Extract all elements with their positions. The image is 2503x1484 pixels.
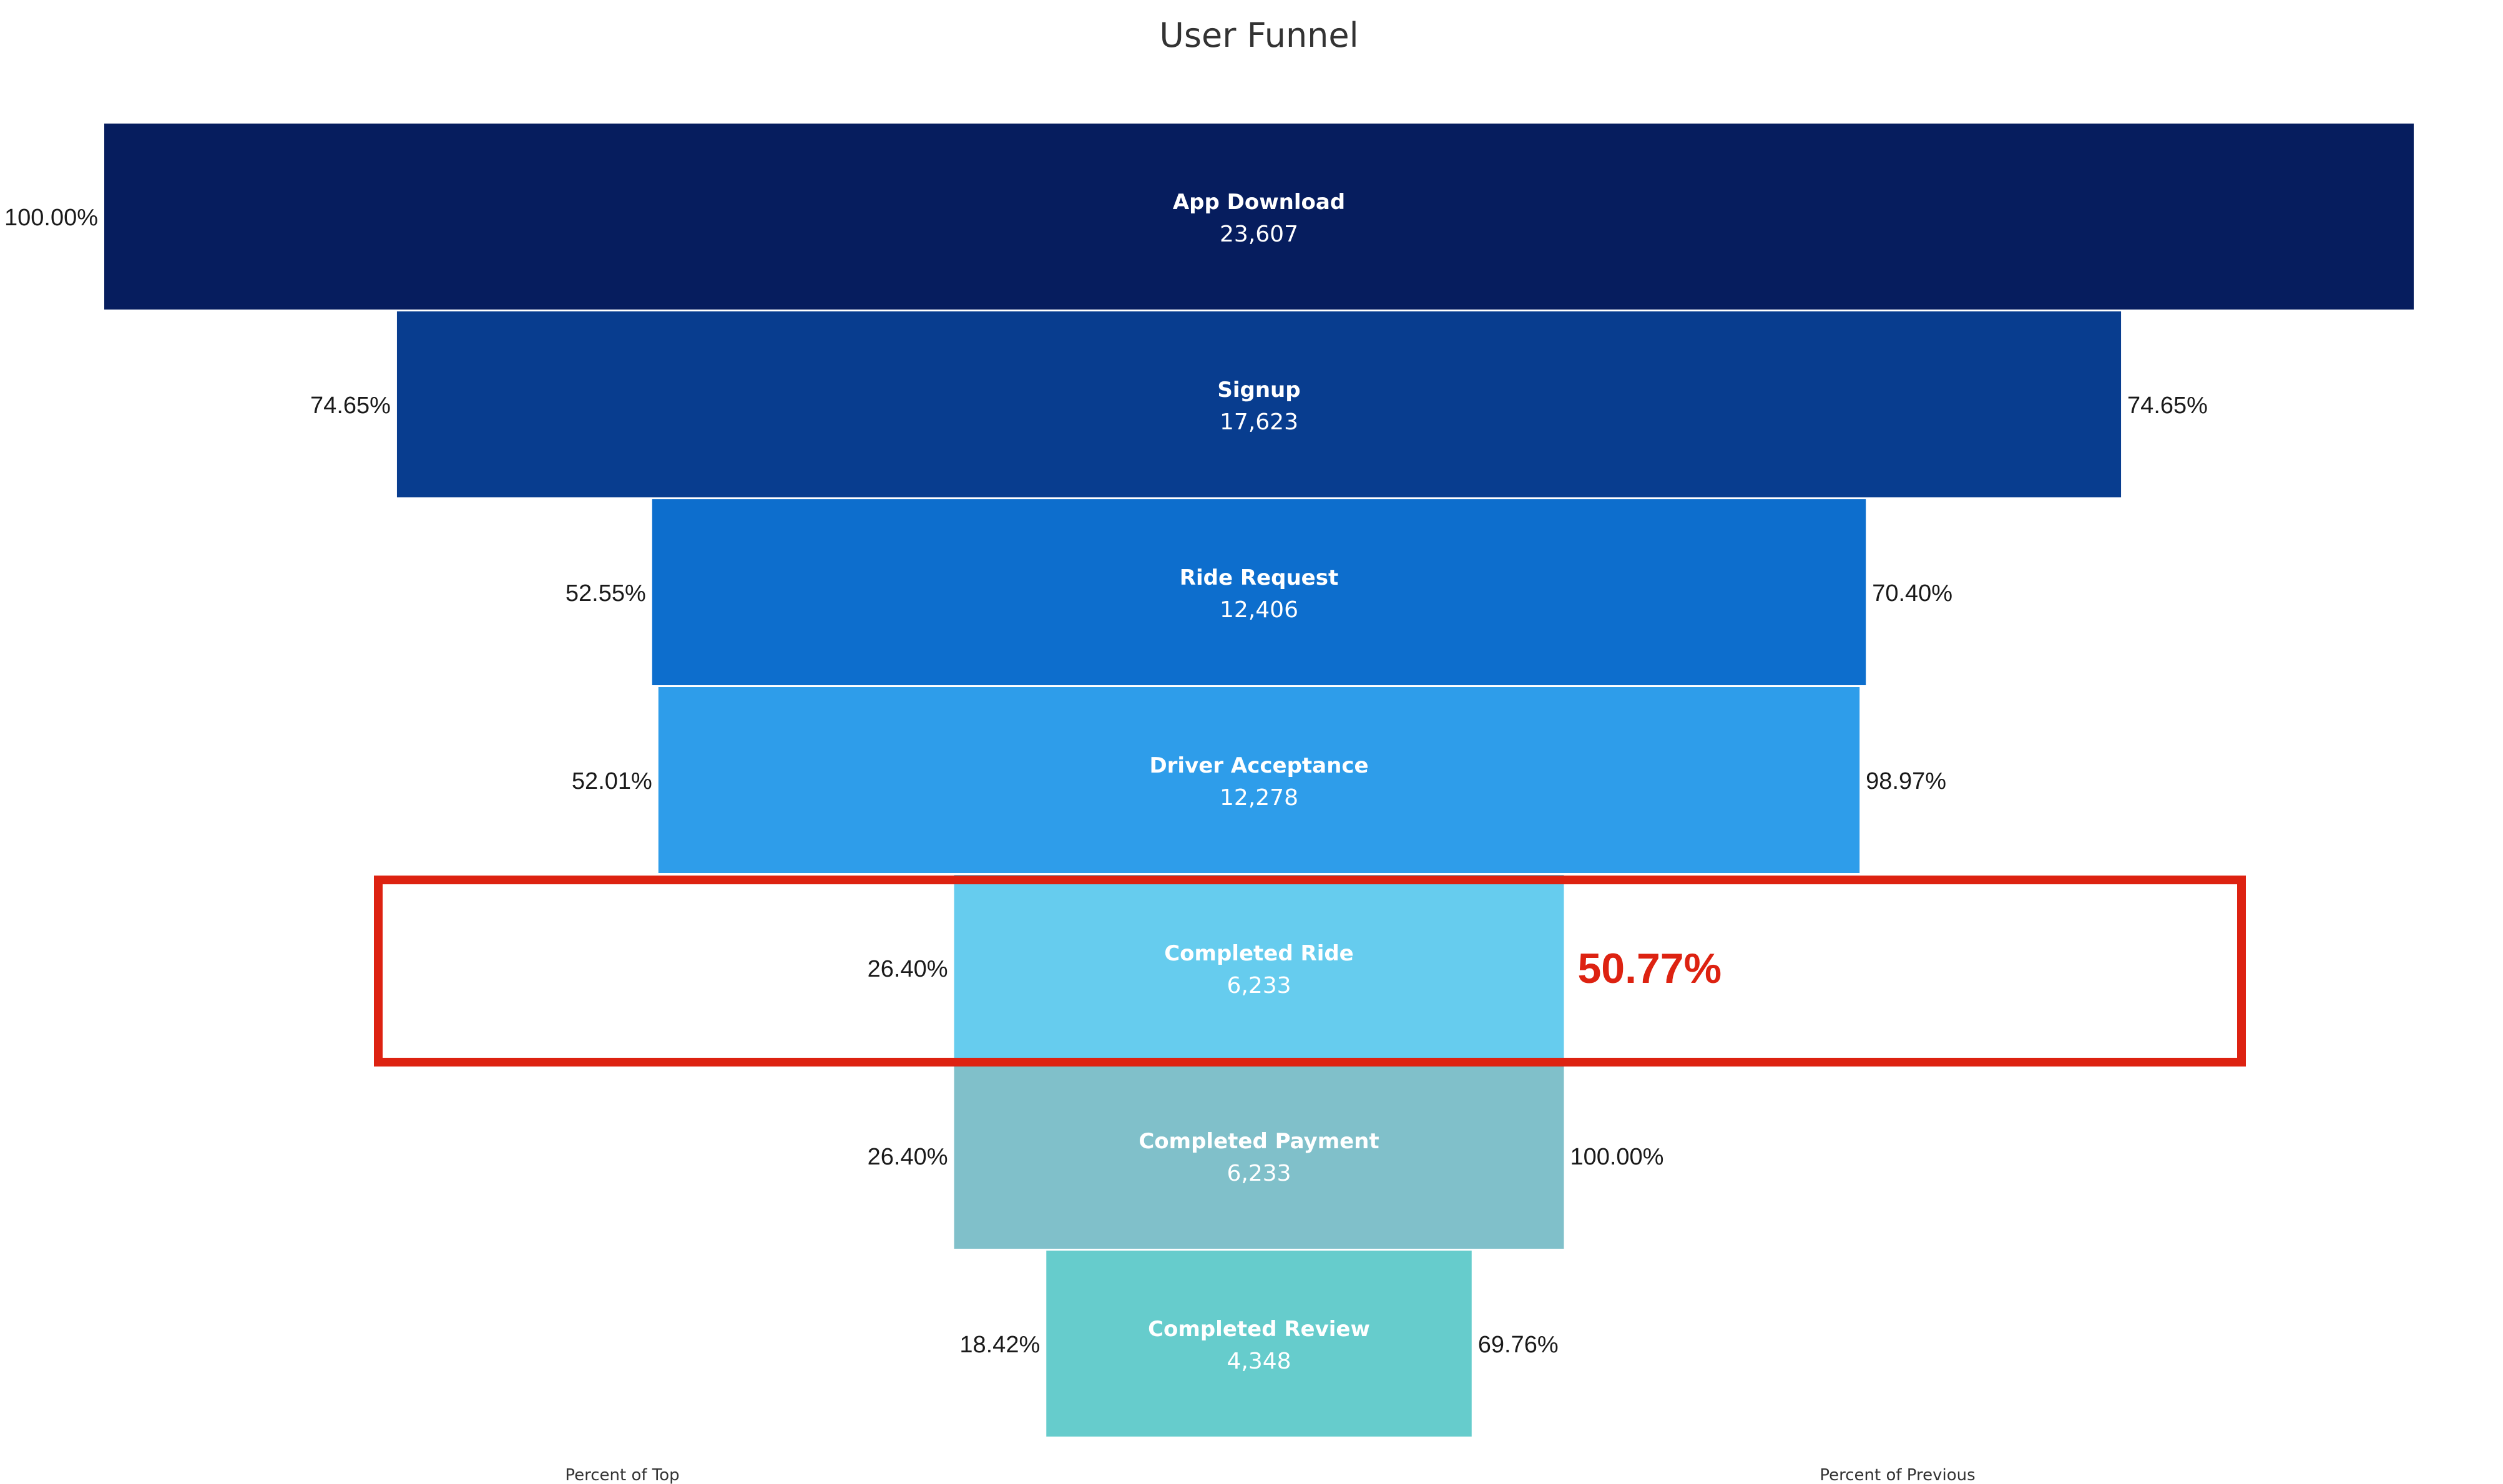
stage-value-label: 6,233 bbox=[1227, 1161, 1291, 1186]
stage-bar bbox=[658, 687, 1860, 873]
stage-value-label: 12,278 bbox=[1220, 785, 1298, 811]
stage-name-label: Completed Review bbox=[1148, 1317, 1370, 1342]
percent-of-top-label: 74.65% bbox=[310, 393, 391, 419]
highlight-box bbox=[374, 876, 2246, 1067]
stage-name-label: Ride Request bbox=[1180, 565, 1338, 590]
stage-signup: Signup 17,623 74.65% 74.65% bbox=[310, 311, 2208, 497]
stage-bar bbox=[104, 124, 2414, 310]
stage-bar bbox=[1046, 1251, 1472, 1437]
stage-value-label: 12,406 bbox=[1220, 597, 1298, 623]
chart-title: User Funnel bbox=[1159, 16, 1358, 55]
stage-value-label: 23,607 bbox=[1220, 222, 1298, 247]
stage-completed-ride: Completed Ride 6,233 26.40% 50.77% bbox=[868, 875, 1722, 1061]
percent-of-top-label: 52.55% bbox=[566, 580, 646, 607]
stage-bar bbox=[396, 311, 2122, 497]
percent-of-top-label: 52.01% bbox=[572, 768, 652, 794]
funnel-stages: App Download 23,607 100.00% Signup 17,623 74.… bbox=[4, 124, 2414, 1437]
stage-value-label: 6,233 bbox=[1227, 973, 1291, 998]
stage-bar bbox=[954, 1063, 1564, 1249]
stage-name-label: App Download bbox=[1173, 190, 1345, 215]
stage-name-label: Signup bbox=[1217, 378, 1300, 403]
percent-of-previous-label: 70.40% bbox=[1872, 580, 1952, 607]
percent-of-top-label: 100.00% bbox=[4, 205, 98, 231]
stage-ride-request: Ride Request 12,406 52.55% 70.40% bbox=[566, 499, 1952, 685]
stage-bar bbox=[652, 499, 1866, 685]
percent-of-top-caption: Percent of Top bbox=[565, 1466, 679, 1484]
percent-of-previous-label: 98.97% bbox=[1866, 768, 1946, 794]
percent-of-top-label: 26.40% bbox=[868, 956, 948, 982]
stage-name-label: Completed Payment bbox=[1139, 1129, 1379, 1154]
highlight-layer bbox=[374, 876, 2246, 1067]
stage-value-label: 4,348 bbox=[1227, 1349, 1291, 1374]
percent-of-top-label: 26.40% bbox=[868, 1144, 948, 1170]
percent-of-previous-caption: Percent of Previous bbox=[1820, 1466, 1975, 1484]
stage-completed-review: Completed Review 4,348 18.42% 69.76% bbox=[959, 1251, 1559, 1437]
stage-completed-payment: Completed Payment 6,233 26.40% 100.00% bbox=[868, 1063, 1663, 1249]
percent-of-previous-label: 100.00% bbox=[1570, 1144, 1663, 1170]
percent-of-previous-highlight: 50.77% bbox=[1577, 945, 1722, 992]
stage-driver-acceptance: Driver Acceptance 12,278 52.01% 98.97% bbox=[572, 687, 1946, 873]
percent-of-top-label: 18.42% bbox=[959, 1332, 1040, 1358]
stage-name-label: Completed Ride bbox=[1164, 941, 1354, 966]
percent-of-previous-label: 74.65% bbox=[2127, 393, 2208, 419]
stage-app-download: App Download 23,607 100.00% bbox=[4, 124, 2414, 310]
percent-of-previous-label: 69.76% bbox=[1478, 1332, 1559, 1358]
stage-name-label: Driver Acceptance bbox=[1149, 753, 1368, 778]
stage-value-label: 17,623 bbox=[1220, 409, 1298, 435]
stage-bar bbox=[954, 875, 1564, 1061]
